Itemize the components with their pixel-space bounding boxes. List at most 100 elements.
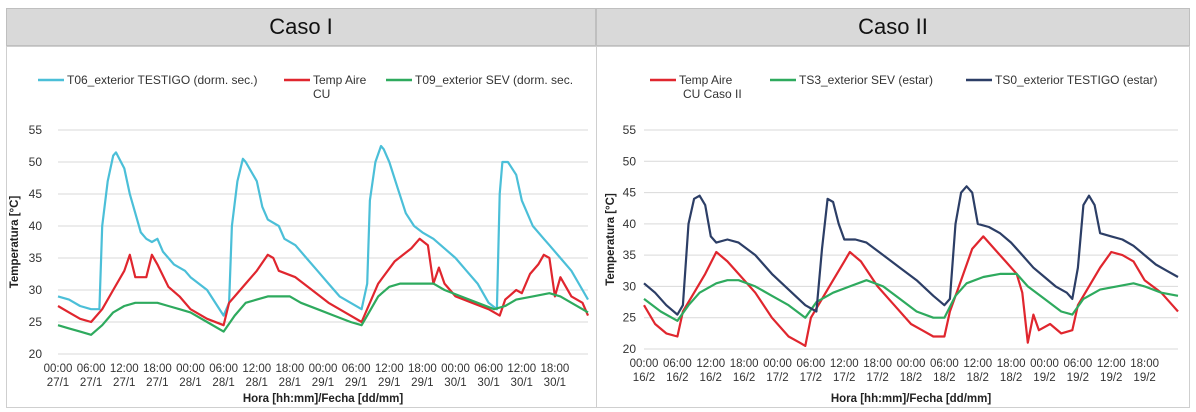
chart2-ytick-label: 50 [623,154,637,168]
chart1-ytick-label: 50 [29,155,43,169]
chart2-xtick-time: 06:00 [663,358,692,370]
chart1-xtick-date: 29/1 [378,377,400,389]
chart1-xtick-date: 27/1 [146,377,168,389]
chart2-ytick-label: 30 [623,279,637,293]
chart2-xtick-date: 16/2 [666,372,688,384]
chart1-xtick-time: 00:00 [176,363,205,375]
chart1-x-axis-label: Hora [hh:mm]/Fecha [dd/mm] [243,393,404,405]
chart2-ytick-label: 20 [623,342,637,356]
chart1-xtick-date: 30/1 [511,377,533,389]
chart1-xtick-date: 28/1 [179,377,201,389]
chart2-xtick-time: 06:00 [930,358,959,370]
chart2-y-axis-label: Temperatura [°C] [605,193,617,286]
chart2-series-line [643,185,1179,316]
chart2-ytick-label: 25 [623,311,637,325]
chart2-xtick-time: 12:00 [696,358,725,370]
chart1-legend-label: T09_exterior SEV (dorm. sec. [415,73,573,87]
chart1-xtick-time: 00:00 [441,363,470,375]
chart2-xtick-time: 12:00 [830,358,859,370]
chart1-legend-label: CU [313,87,330,101]
chart1-y-axis-label: Temperatura [°C] [9,196,21,289]
chart1-xtick-date: 27/1 [113,377,135,389]
chart1-xtick-time: 18:00 [408,363,437,375]
chart2-xtick-time: 00:00 [763,358,792,370]
chart1-xtick-time: 06:00 [342,363,371,375]
chart2-xtick-date: 18/2 [967,372,989,384]
chart2-xtick-time: 12:00 [1097,358,1126,370]
chart2-xtick-date: 16/2 [700,372,722,384]
chart2-xtick-time: 06:00 [1063,358,1092,370]
header-caso-ii: Caso II [596,8,1190,46]
chart2-xtick-time: 12:00 [963,358,992,370]
chart1-xtick-date: 28/1 [212,377,234,389]
chart2-xtick-date: 17/2 [800,372,822,384]
chart2-legend-label: CU Caso II [683,87,742,101]
chart2-series-line [643,235,1179,347]
chart1-xtick-date: 29/1 [312,377,334,389]
chart1-legend-label: T06_exterior TESTIGO (dorm. sec.) [67,73,258,87]
chart1-ytick-label: 55 [29,123,43,137]
chart1-xtick-date: 27/1 [47,377,69,389]
chart1-xtick-date: 28/1 [246,377,268,389]
header-caso-i: Caso I [6,8,596,46]
chart1-xtick-time: 06:00 [209,363,238,375]
chart2-xtick-date: 17/2 [866,372,888,384]
chart1-xtick-time: 00:00 [309,363,338,375]
chart2-xtick-date: 19/2 [1100,372,1122,384]
chart1-xtick-time: 00:00 [44,363,73,375]
chart1-xtick-date: 28/1 [279,377,301,389]
chart1-xtick-time: 12:00 [110,363,139,375]
chart2-xtick-date: 19/2 [1067,372,1089,384]
chart2-xtick-date: 19/2 [1033,372,1055,384]
chart2-xtick-time: 18:00 [997,358,1026,370]
chart2-xtick-time: 00:00 [1030,358,1059,370]
chart2-ytick-label: 35 [623,248,637,262]
chart1-xtick-date: 29/1 [411,377,433,389]
chart2-xtick-time: 00:00 [897,358,926,370]
chart1-ytick-label: 25 [29,315,43,329]
chart1-xtick-date: 30/1 [544,377,566,389]
chart2-ytick-label: 55 [623,123,637,137]
chart2-legend-label: TS0_exterior TESTIGO (estar) [995,73,1158,87]
chart1-xtick-time: 18:00 [540,363,569,375]
chart2-legend-label: Temp Aire [679,73,733,87]
chart2-xtick-time: 00:00 [630,358,659,370]
chart2-xtick-date: 17/2 [833,372,855,384]
chart1-xtick-time: 12:00 [507,363,536,375]
chart2-ytick-label: 45 [623,186,637,200]
chart1-xtick-time: 06:00 [77,363,106,375]
chart2-xtick-date: 16/2 [633,372,655,384]
chart1-xtick-time: 12:00 [375,363,404,375]
chart2-xtick-date: 18/2 [900,372,922,384]
chart1-ytick-label: 30 [29,283,43,297]
chart2-xtick-date: 16/2 [733,372,755,384]
chart2-xtick-time: 06:00 [796,358,825,370]
chart1-ytick-label: 35 [29,251,43,265]
chart1-xtick-time: 06:00 [474,363,503,375]
chart2-xtick-time: 18:00 [1130,358,1159,370]
chart1-xtick-date: 27/1 [80,377,102,389]
chart2-xtick-date: 18/2 [1000,372,1022,384]
chart1-xtick-time: 18:00 [143,363,172,375]
chart1-legend-label: Temp Aire [313,73,367,87]
chart1-ytick-label: 20 [29,347,43,361]
chart2-legend-label: TS3_exterior SEV (estar) [799,73,933,87]
panel-caso-ii [596,46,1190,408]
chart1-ytick-label: 45 [29,187,43,201]
chart2-xtick-time: 18:00 [730,358,759,370]
chart2-xtick-time: 18:00 [863,358,892,370]
chart1-series-line [57,144,589,317]
chart1-xtick-time: 12:00 [242,363,271,375]
chart2-x-axis-label: Hora [hh:mm]/Fecha [dd/mm] [831,393,992,405]
chart1-ytick-label: 40 [29,219,43,233]
chart2-xtick-date: 19/2 [1133,372,1155,384]
chart1-xtick-date: 30/1 [477,377,499,389]
chart2-series-line [643,272,1179,322]
chart2-ytick-label: 40 [623,217,637,231]
chart1-series-line [57,282,589,336]
chart1-xtick-date: 29/1 [345,377,367,389]
chart1-xtick-time: 18:00 [275,363,304,375]
chart1-xtick-date: 30/1 [444,377,466,389]
